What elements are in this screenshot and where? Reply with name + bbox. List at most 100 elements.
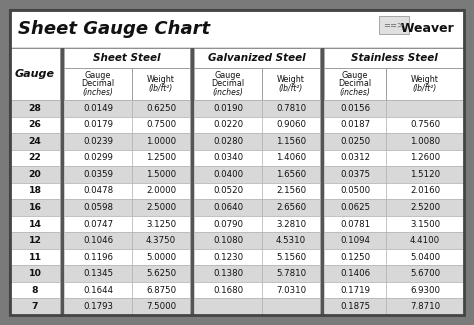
Text: ==>: ==> bbox=[383, 20, 404, 30]
Text: Decimal: Decimal bbox=[211, 80, 245, 88]
Text: 4.4100: 4.4100 bbox=[410, 236, 440, 245]
Bar bbox=[190, 48, 194, 315]
Text: 16: 16 bbox=[28, 203, 42, 212]
Bar bbox=[64, 282, 132, 298]
Bar bbox=[132, 298, 190, 315]
Bar bbox=[10, 282, 60, 298]
Bar bbox=[262, 100, 320, 117]
Bar bbox=[10, 183, 60, 199]
Text: 1.5000: 1.5000 bbox=[146, 170, 176, 179]
Bar bbox=[64, 48, 190, 68]
Bar bbox=[194, 48, 320, 68]
Text: 0.0598: 0.0598 bbox=[83, 203, 113, 212]
Text: 24: 24 bbox=[28, 137, 41, 146]
Text: 1.4060: 1.4060 bbox=[276, 153, 306, 162]
Text: 0.0299: 0.0299 bbox=[83, 153, 113, 162]
Text: 8: 8 bbox=[32, 286, 38, 295]
Text: 0.1080: 0.1080 bbox=[213, 236, 243, 245]
Bar bbox=[194, 199, 262, 216]
Text: (inches): (inches) bbox=[339, 87, 371, 97]
Text: 0.0340: 0.0340 bbox=[213, 153, 243, 162]
Bar bbox=[64, 133, 132, 150]
Text: 3.1250: 3.1250 bbox=[146, 220, 176, 228]
Bar bbox=[60, 48, 64, 315]
Bar bbox=[64, 249, 132, 266]
Text: 20: 20 bbox=[28, 170, 41, 179]
Text: 0.0375: 0.0375 bbox=[340, 170, 370, 179]
Text: Weight: Weight bbox=[277, 75, 305, 84]
Bar bbox=[194, 249, 262, 266]
Text: 5.0400: 5.0400 bbox=[410, 253, 440, 262]
Text: Weight: Weight bbox=[147, 75, 175, 84]
Text: 0.1094: 0.1094 bbox=[340, 236, 370, 245]
Text: Decimal: Decimal bbox=[338, 80, 372, 88]
Bar bbox=[194, 100, 262, 117]
Text: 0.0312: 0.0312 bbox=[340, 153, 370, 162]
Text: 12: 12 bbox=[28, 236, 41, 245]
Bar bbox=[10, 117, 60, 133]
Text: 0.0747: 0.0747 bbox=[83, 220, 113, 228]
Bar bbox=[386, 266, 464, 282]
Bar bbox=[379, 16, 409, 34]
Bar bbox=[10, 150, 60, 166]
Bar bbox=[132, 133, 190, 150]
Text: 18: 18 bbox=[28, 187, 42, 195]
Text: 5.7810: 5.7810 bbox=[276, 269, 306, 278]
Bar bbox=[132, 183, 190, 199]
Text: (lb/ft²): (lb/ft²) bbox=[149, 84, 173, 93]
Text: 2.5000: 2.5000 bbox=[146, 203, 176, 212]
Text: 0.0625: 0.0625 bbox=[340, 203, 370, 212]
Text: 5.0000: 5.0000 bbox=[146, 253, 176, 262]
Bar bbox=[386, 298, 464, 315]
Text: (lb/ft²): (lb/ft²) bbox=[413, 84, 437, 93]
Text: 28: 28 bbox=[28, 104, 41, 113]
Bar bbox=[262, 298, 320, 315]
Bar bbox=[10, 133, 60, 150]
Text: 6.8750: 6.8750 bbox=[146, 286, 176, 295]
Bar bbox=[386, 232, 464, 249]
Bar bbox=[262, 166, 320, 183]
Text: Sheet Gauge Chart: Sheet Gauge Chart bbox=[18, 20, 210, 38]
Bar bbox=[132, 232, 190, 249]
Text: 0.1406: 0.1406 bbox=[340, 269, 370, 278]
Bar bbox=[10, 100, 60, 117]
Bar bbox=[386, 100, 464, 117]
Text: 0.1046: 0.1046 bbox=[83, 236, 113, 245]
Bar bbox=[132, 216, 190, 232]
Text: 0.1680: 0.1680 bbox=[213, 286, 243, 295]
Text: 11: 11 bbox=[28, 253, 42, 262]
Text: 7.5000: 7.5000 bbox=[146, 302, 176, 311]
Bar bbox=[64, 232, 132, 249]
Text: Gauge: Gauge bbox=[15, 69, 55, 79]
Bar bbox=[262, 216, 320, 232]
Bar bbox=[262, 68, 320, 100]
Bar bbox=[386, 216, 464, 232]
Text: 1.0080: 1.0080 bbox=[410, 137, 440, 146]
Bar bbox=[10, 232, 60, 249]
Bar bbox=[386, 166, 464, 183]
Bar bbox=[262, 282, 320, 298]
Bar bbox=[386, 282, 464, 298]
Bar bbox=[64, 100, 132, 117]
Text: (inches): (inches) bbox=[82, 87, 113, 97]
Text: Stainless Steel: Stainless Steel bbox=[351, 53, 438, 63]
Text: 0.0149: 0.0149 bbox=[83, 104, 113, 113]
Text: 0.0478: 0.0478 bbox=[83, 187, 113, 195]
Text: Galvanized Steel: Galvanized Steel bbox=[208, 53, 306, 63]
Text: 2.0000: 2.0000 bbox=[146, 187, 176, 195]
Bar bbox=[194, 232, 262, 249]
Bar bbox=[324, 183, 386, 199]
Bar bbox=[386, 249, 464, 266]
Bar bbox=[324, 68, 386, 100]
Bar bbox=[194, 183, 262, 199]
Text: 0.1644: 0.1644 bbox=[83, 286, 113, 295]
Text: 10: 10 bbox=[28, 269, 42, 278]
Bar bbox=[10, 166, 60, 183]
Text: 0.0359: 0.0359 bbox=[83, 170, 113, 179]
Bar bbox=[386, 150, 464, 166]
Text: 1.2600: 1.2600 bbox=[410, 153, 440, 162]
Text: 7.0310: 7.0310 bbox=[276, 286, 306, 295]
Bar bbox=[64, 68, 132, 100]
Text: 0.6250: 0.6250 bbox=[146, 104, 176, 113]
Text: (lb/ft²): (lb/ft²) bbox=[279, 84, 303, 93]
